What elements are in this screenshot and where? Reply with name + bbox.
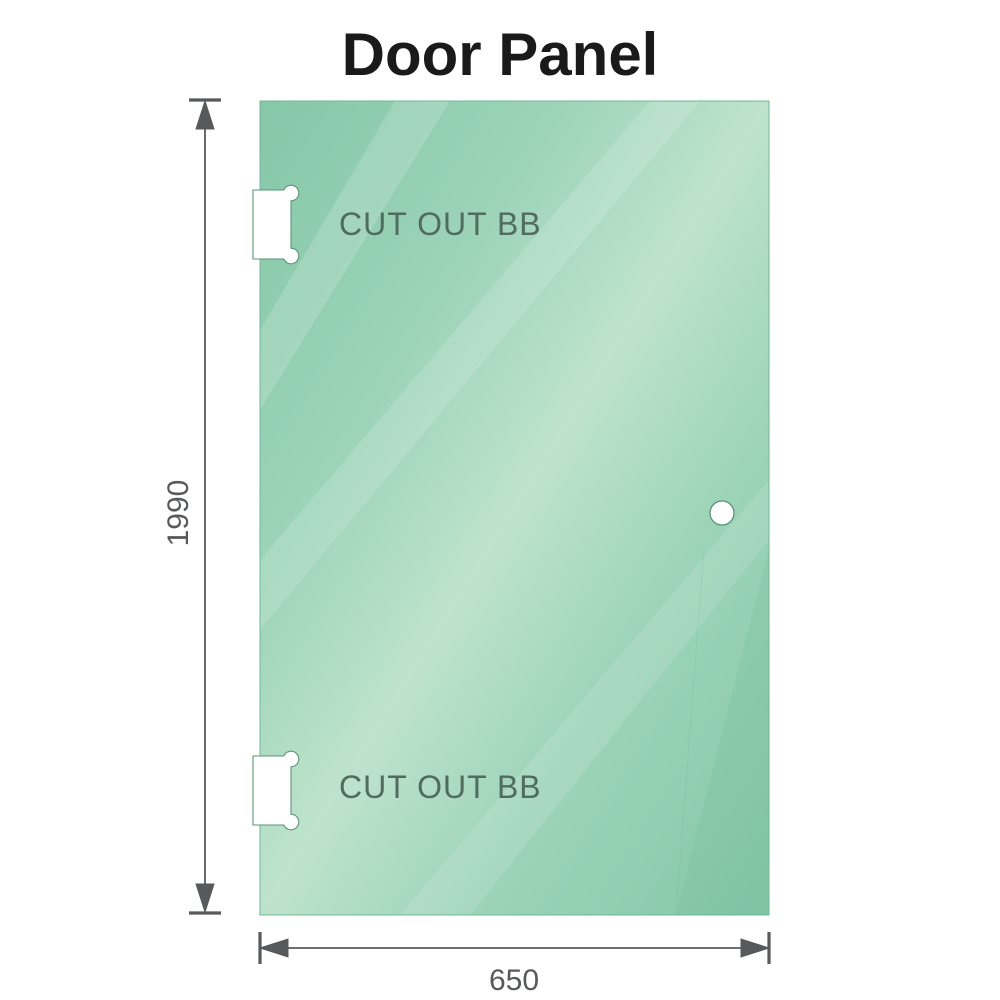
svg-text:CUT OUT BB: CUT OUT BB <box>339 769 542 805</box>
svg-text:650: 650 <box>489 964 539 997</box>
svg-text:1990: 1990 <box>162 480 195 547</box>
svg-text:CUT OUT BB: CUT OUT BB <box>339 206 542 242</box>
